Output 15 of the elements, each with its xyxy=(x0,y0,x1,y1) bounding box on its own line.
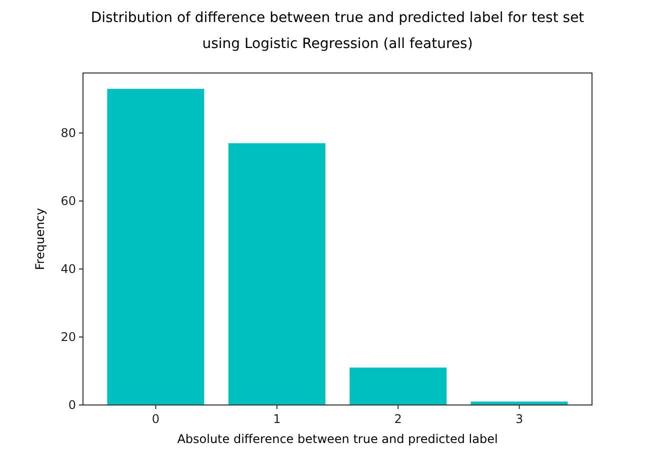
x-tick-label: 1 xyxy=(273,412,281,426)
y-tick-label: 40 xyxy=(60,262,76,276)
x-axis-title: Absolute difference between true and predicted label xyxy=(177,432,498,446)
bar xyxy=(350,368,447,405)
y-tick-label: 20 xyxy=(60,330,76,344)
y-tick-label: 80 xyxy=(60,126,76,140)
y-tick-label: 60 xyxy=(60,194,76,208)
bar xyxy=(228,143,326,405)
bar xyxy=(107,88,204,405)
x-tick-label: 0 xyxy=(152,412,160,426)
chart-title: Distribution of difference between true and predicted label for test set using Logistic Regression (all features) xyxy=(90,10,585,52)
y-axis-title: Frequency xyxy=(33,208,47,270)
x-tick-label: 2 xyxy=(394,412,402,426)
y-tick-label: 0 xyxy=(68,398,76,412)
x-tick-label: 3 xyxy=(515,412,524,426)
